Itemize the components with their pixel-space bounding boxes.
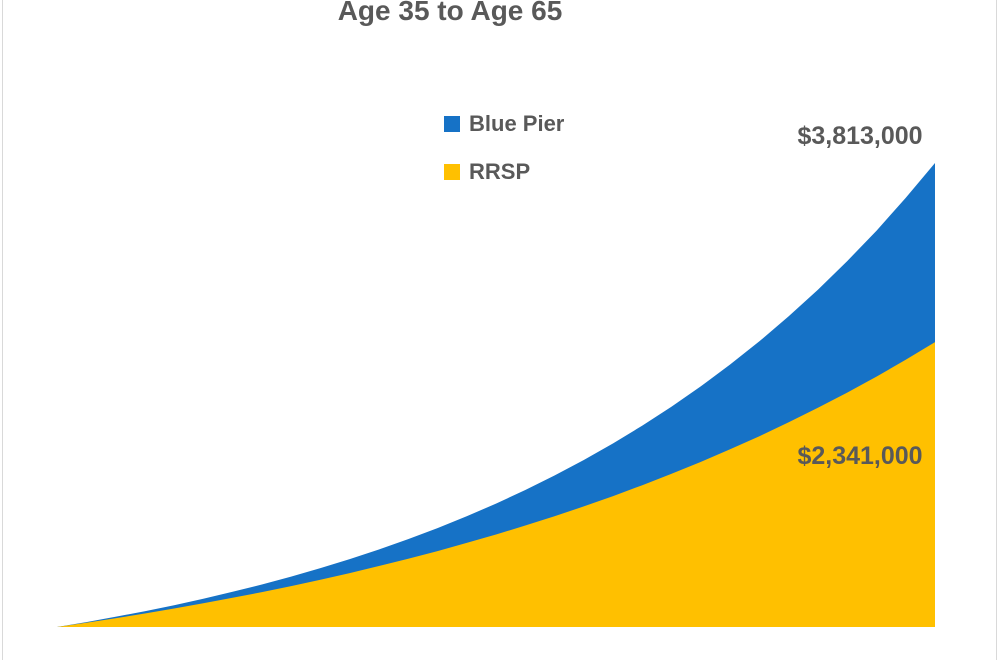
legend-swatch-yellow-icon — [444, 163, 460, 180]
legend-label-rrsp: RRSP — [469, 159, 531, 184]
chart-title: Age 35 to Age 65 — [337, 0, 563, 26]
rrsp-area-series — [57, 342, 935, 627]
page-left-border — [2, 0, 3, 660]
legend-item-rrsp: RRSP — [444, 159, 564, 184]
legend: Blue Pier RRSP — [444, 111, 564, 207]
data-label-blue-pier: $3,813,000 — [797, 122, 923, 150]
legend-swatch-blue-icon — [444, 115, 460, 132]
page-right-border — [996, 0, 997, 660]
legend-item-blue-pier: Blue Pier — [444, 111, 564, 136]
legend-label-blue-pier: Blue Pier — [469, 111, 565, 136]
data-label-rrsp: $2,341,000 — [797, 442, 923, 470]
